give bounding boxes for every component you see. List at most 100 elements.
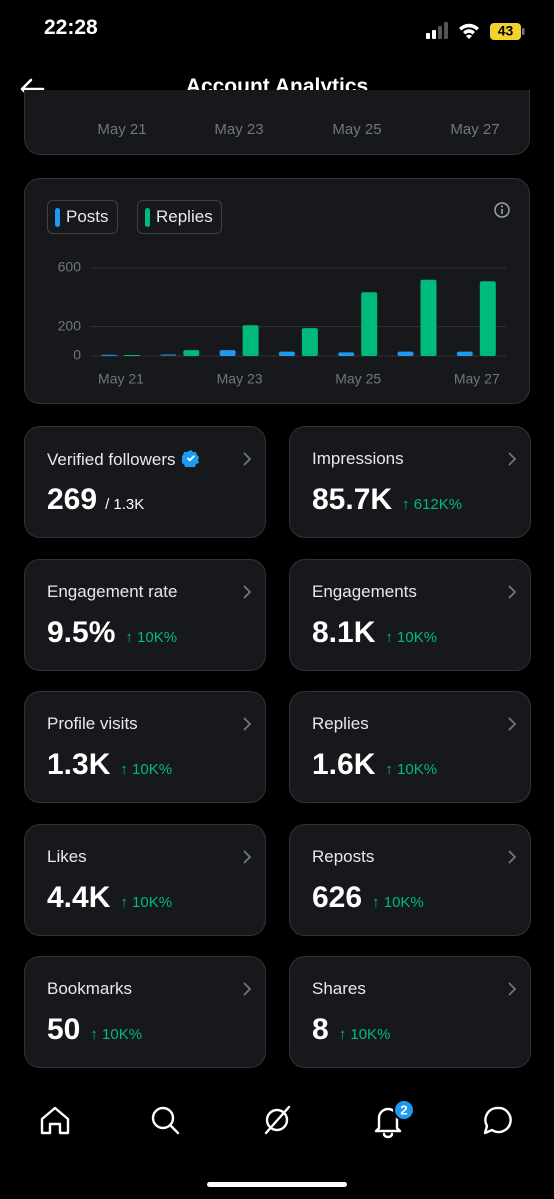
metric-card[interactable]: Verified followers 269 / 1.3K [24, 426, 266, 538]
metric-number: 1.3K [47, 748, 111, 781]
messages-icon[interactable] [483, 1106, 512, 1135]
metric-label-text: Engagement rate [47, 581, 178, 601]
metric-label: Reposts [312, 847, 374, 867]
metric-label-text: Reposts [312, 846, 375, 866]
metric-number: 8.1K [312, 615, 376, 649]
metric-label-text: Likes [47, 846, 87, 866]
metric-change: ↑ 10K% [90, 1026, 143, 1043]
metric-value: 1.6K ↑ 10K% [312, 748, 437, 782]
metric-change: ↑ 10K% [120, 761, 173, 778]
bar [338, 352, 355, 356]
metric-value: 85.7K ↑ 612K% [312, 483, 462, 517]
verified-badge [180, 450, 199, 468]
metric-label: Replies [312, 714, 369, 734]
metric-label-text: Engagements [312, 581, 417, 601]
metric-card[interactable]: Reposts 626 ↑ 10K% [289, 823, 531, 936]
metric-label: Impressions [312, 449, 404, 469]
metric-number: 4.4K [47, 880, 111, 914]
metric-value: 9.5% ↑ 10K% [47, 616, 177, 650]
chart-card: Posts Replies 0 200 600 May 21 May 23 May 25 M… [24, 178, 530, 404]
axis-label: May 25 [332, 121, 382, 138]
axis-label: May 23 [214, 121, 264, 138]
bottom-nav: 2 [40, 1099, 512, 1187]
x-tick-label: May 25 [335, 371, 381, 387]
metric-change: ↑ 10K% [372, 893, 424, 911]
previous-chart-card [24, 90, 530, 155]
y-tick-label: 0 [73, 347, 81, 363]
metric-value: 8 ↑ 10K% [312, 1013, 390, 1047]
metric-change: ↑ 10K% [338, 1026, 391, 1043]
metric-value: 1.3K ↑ 10K% [47, 748, 172, 782]
chevron [508, 982, 517, 996]
metric-label: Verified followers [47, 449, 200, 470]
x-tick-label: May 21 [98, 371, 144, 387]
chevron [508, 717, 517, 731]
metric-label: Shares [312, 979, 366, 999]
chevron [508, 584, 517, 599]
metric-number: 50 [47, 1013, 81, 1046]
bar [278, 351, 295, 356]
metric-label-text: Replies [312, 714, 369, 733]
metric-card[interactable]: Bookmarks 50 ↑ 10K% [24, 956, 266, 1068]
battery-level: 43 [498, 23, 514, 39]
metric-value: 626 ↑ 10K% [312, 881, 424, 915]
metric-number: 269 [47, 483, 98, 516]
bar [397, 351, 414, 356]
metric-label: Profile visits [47, 714, 138, 734]
metric-label-text: Shares [312, 979, 366, 998]
metric-label-text: Impressions [312, 449, 404, 468]
home-icon[interactable] [40, 1106, 70, 1135]
metric-label-text: Bookmarks [47, 979, 133, 998]
notifications-icon[interactable] [374, 1107, 402, 1139]
axis-label: May 21 [97, 121, 147, 138]
bar [219, 350, 236, 356]
chevron [243, 849, 252, 864]
metric-card[interactable]: Engagements 8.1K ↑ 10K% [289, 558, 531, 671]
chevron [243, 982, 252, 996]
metric-card[interactable]: Engagement rate 9.5% ↑ 10K% [24, 558, 266, 671]
bar [242, 325, 259, 356]
metric-card[interactable]: Profile visits 1.3K ↑ 10K% [24, 691, 266, 803]
metric-card[interactable]: Impressions 85.7K ↑ 612K% [289, 426, 531, 538]
x-tick-label: May 23 [217, 371, 263, 387]
info-icon[interactable] [491, 199, 513, 221]
metric-value: 269 / 1.3K [47, 483, 144, 517]
metric-change: ↑ 10K% [125, 628, 178, 646]
chevron [243, 584, 252, 599]
badge [393, 1099, 415, 1121]
grok-icon[interactable] [264, 1105, 291, 1135]
metric-label-text: Profile visits [47, 714, 138, 733]
bar [124, 355, 140, 356]
metric-change: ↑ 10K% [385, 628, 438, 646]
metric-change: ↑ 10K% [120, 893, 173, 911]
metric-number: 626 [312, 880, 363, 914]
chevron [243, 717, 252, 731]
metric-number: 9.5% [47, 615, 116, 649]
notification-count: 2 [400, 1102, 407, 1117]
bar-chart: 0 200 600 May 21 May 23 May 25 May 27 [58, 259, 506, 387]
legend-item[interactable]: Posts [47, 200, 118, 234]
metric-card[interactable]: Likes 4.4K ↑ 10K% [24, 823, 266, 936]
metric-card[interactable]: Shares 8 ↑ 10K% [289, 956, 531, 1068]
bar [361, 292, 378, 356]
metric-change: ↑ 612K% [402, 496, 463, 513]
bar [301, 328, 318, 356]
status-time: 22:28 [44, 16, 98, 39]
chevron [243, 452, 252, 466]
metric-value: 8.1K ↑ 10K% [312, 616, 437, 650]
metric-number: 8 [312, 1013, 329, 1046]
search-icon[interactable] [151, 1106, 180, 1135]
legend-item[interactable]: Replies [137, 200, 222, 234]
bar [420, 279, 437, 356]
bar [456, 351, 473, 356]
metric-card[interactable]: Replies 1.6K ↑ 10K% [289, 691, 531, 803]
y-tick-label: 200 [58, 317, 82, 333]
bar [101, 354, 117, 356]
status-icons: 43 [426, 22, 525, 40]
metric-change: ↑ 10K% [385, 761, 438, 778]
home-indicator [207, 1182, 347, 1187]
metric-value: 4.4K ↑ 10K% [47, 881, 172, 915]
bar [479, 281, 496, 356]
metric-label: Bookmarks [47, 979, 132, 999]
